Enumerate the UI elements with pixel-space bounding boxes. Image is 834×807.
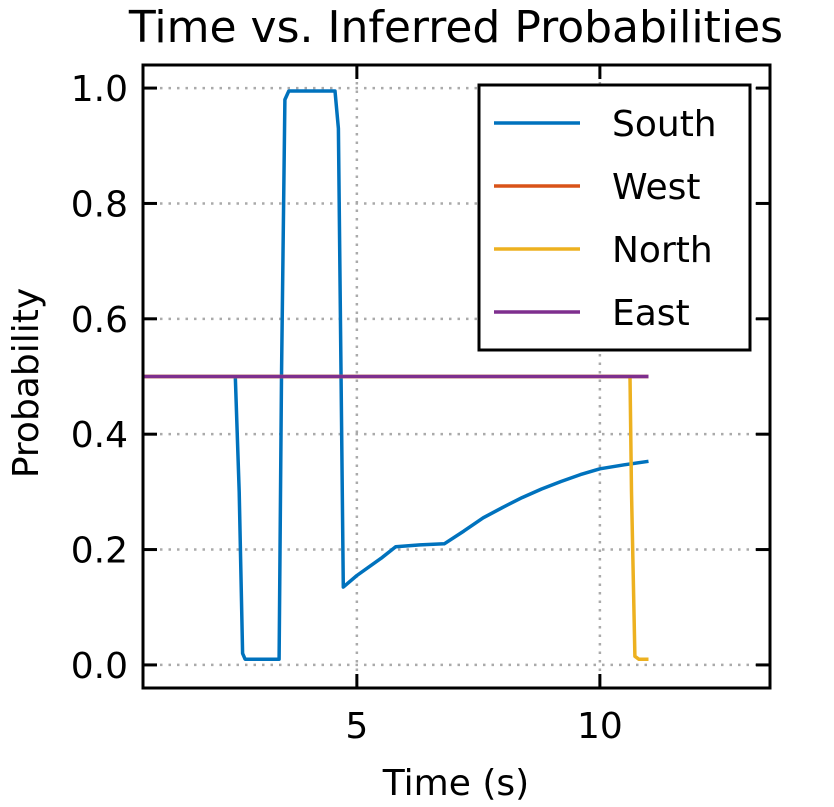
axis-ticks (143, 65, 770, 688)
x-tick-label: 5 (345, 706, 368, 747)
series-lines (143, 89, 649, 661)
plot-frame (141, 63, 772, 690)
y-tick-label: 1.0 (71, 69, 128, 110)
chart-title: Time vs. Inferred Probabilities (128, 2, 783, 53)
x-axis-label: Time (s) (382, 763, 529, 804)
legend-label-south: South (612, 104, 717, 145)
grid-lines (143, 65, 770, 688)
series-line-north (143, 374, 649, 661)
y-axis-label: Probability (6, 288, 47, 478)
legend: South West North East (477, 83, 752, 352)
y-tick-label: 0.4 (71, 415, 128, 456)
x-tick-label: 10 (577, 706, 623, 747)
y-tick-label: 0.6 (71, 300, 128, 341)
tick-labels: 0.0 0.2 0.4 0.6 0.8 1.0 5 10 (71, 69, 623, 747)
y-tick-label: 0.0 (71, 646, 128, 687)
legend-label-north: North (612, 230, 713, 271)
legend-label-east: East (612, 293, 690, 334)
legend-label-west: West (612, 167, 701, 208)
y-tick-label: 0.8 (71, 184, 128, 225)
y-tick-label: 0.2 (71, 531, 128, 572)
legend-box (477, 83, 752, 352)
series-line-south (233, 89, 649, 661)
